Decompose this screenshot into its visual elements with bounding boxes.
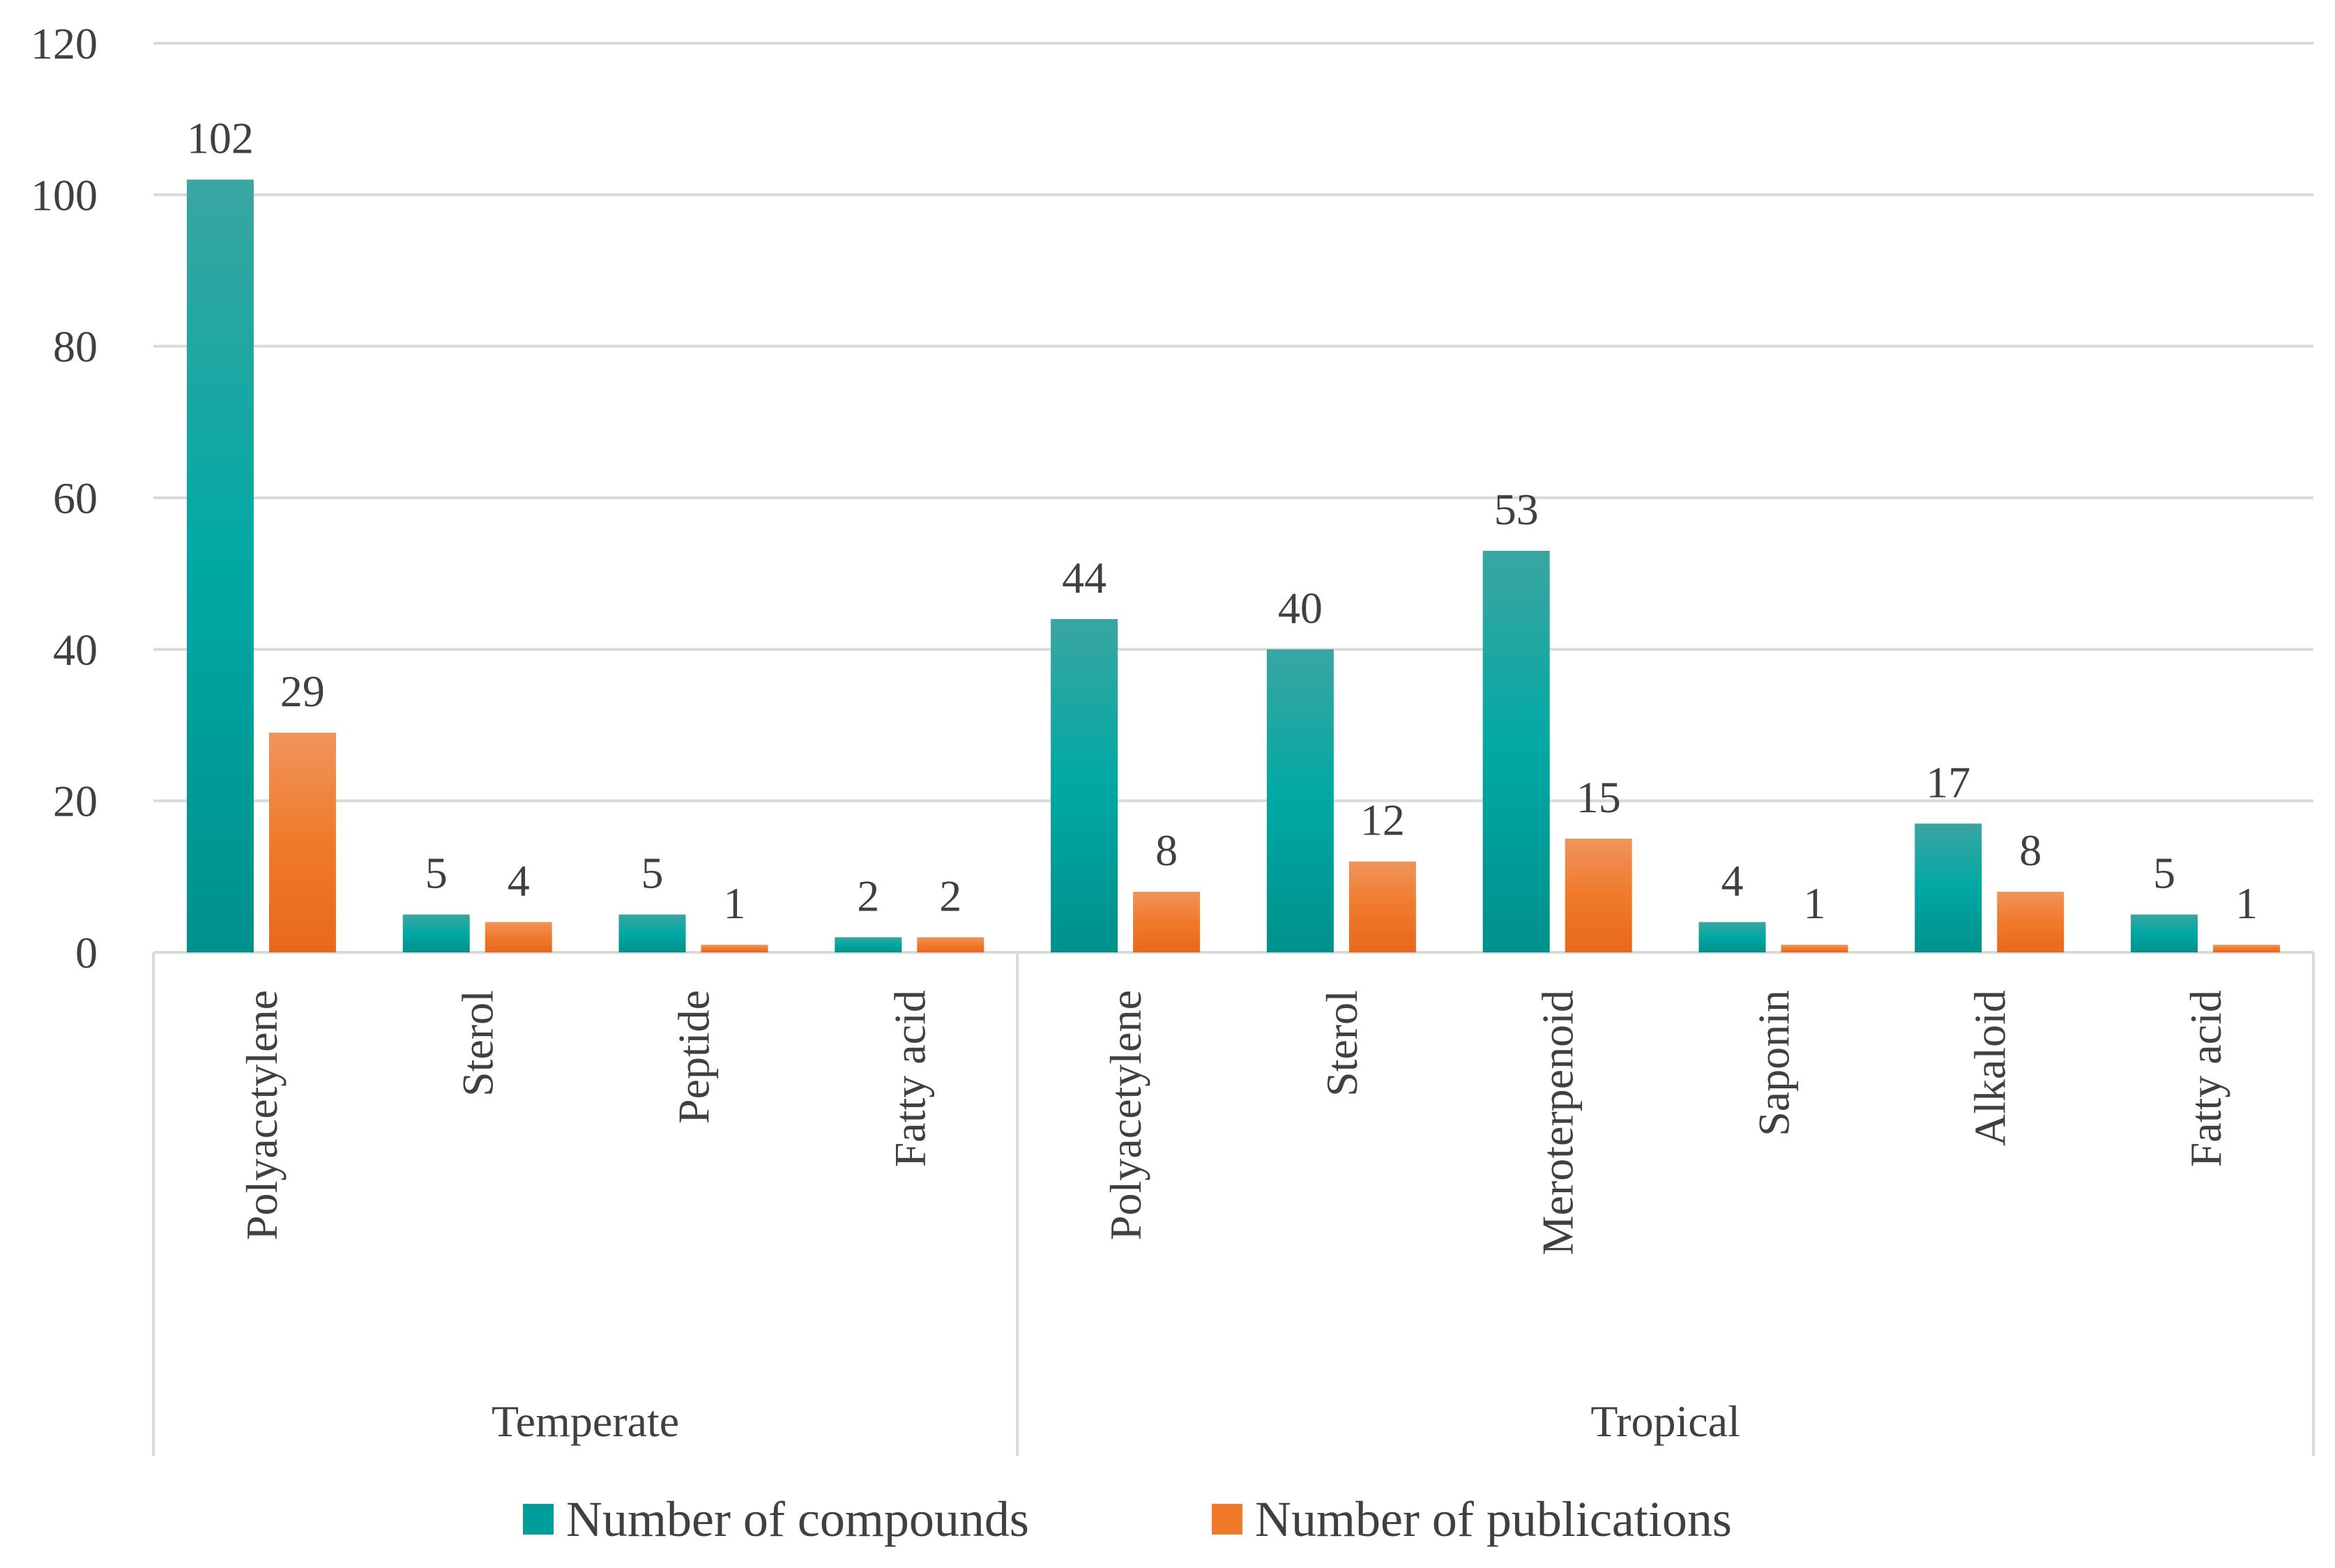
bar-compounds bbox=[618, 914, 686, 952]
bar-publications bbox=[268, 732, 336, 952]
data-label: 1 bbox=[1804, 878, 1826, 928]
bar-publications bbox=[1565, 839, 1632, 952]
bar-compounds bbox=[2131, 914, 2198, 952]
legend-swatch-compounds bbox=[523, 1504, 554, 1535]
data-label: 5 bbox=[2153, 848, 2175, 898]
y-tick-label: 80 bbox=[53, 322, 98, 372]
category-label: Fatty acid bbox=[2181, 990, 2230, 1167]
bar-compounds bbox=[402, 914, 470, 952]
category-label: Polyacetylene bbox=[1101, 990, 1150, 1240]
data-label: 4 bbox=[508, 856, 530, 906]
y-tick-label: 100 bbox=[31, 170, 98, 220]
data-label: 44 bbox=[1062, 553, 1106, 602]
data-label: 12 bbox=[1360, 796, 1405, 845]
legend-swatch-publications bbox=[1212, 1504, 1242, 1535]
bar-publications bbox=[1781, 945, 1848, 952]
data-label: 102 bbox=[187, 114, 254, 163]
bar-publications bbox=[917, 937, 984, 952]
bars bbox=[186, 179, 2281, 953]
category-label: Meroterpenoid bbox=[1533, 990, 1583, 1255]
group-label-temperate: Temperate bbox=[492, 1396, 679, 1446]
data-label: 5 bbox=[641, 848, 664, 898]
category-label: Sterol bbox=[1317, 990, 1367, 1097]
data-label: 40 bbox=[1278, 583, 1323, 632]
data-label: 1 bbox=[724, 878, 746, 928]
y-tick-label: 60 bbox=[53, 473, 98, 523]
bar-publications bbox=[2213, 945, 2281, 952]
category-label: Fatty acid bbox=[885, 990, 934, 1167]
bar-publications bbox=[485, 922, 552, 952]
bar-compounds bbox=[1915, 823, 1982, 952]
y-tick-label: 40 bbox=[53, 625, 98, 674]
data-label: 15 bbox=[1576, 772, 1621, 822]
data-label: 29 bbox=[280, 667, 325, 716]
category-label: Sterol bbox=[453, 990, 503, 1097]
y-tick-label: 20 bbox=[53, 777, 98, 826]
bar-compounds bbox=[1051, 618, 1118, 952]
data-label: 2 bbox=[857, 871, 879, 920]
bar-publications bbox=[1348, 861, 1416, 952]
category-axis: Temperate Tropical Polyacetylene Sterol Pept… bbox=[152, 952, 2315, 1456]
bar-compounds bbox=[186, 179, 254, 953]
category-label: Polyacetylene bbox=[237, 990, 287, 1240]
category-label: Peptide bbox=[669, 990, 719, 1124]
bar-compounds bbox=[1482, 551, 1550, 952]
y-tick-label: 0 bbox=[75, 928, 98, 977]
data-label: 5 bbox=[425, 848, 448, 898]
data-label: 2 bbox=[939, 871, 961, 920]
data-label: 53 bbox=[1494, 485, 1539, 534]
legend-label-compounds: Number of compounds bbox=[566, 1491, 1029, 1547]
bar-compounds bbox=[1266, 649, 1334, 952]
data-label: 8 bbox=[1155, 825, 1178, 875]
data-label: 17 bbox=[1926, 757, 1970, 807]
data-label: 4 bbox=[1721, 856, 1744, 906]
bar-publications bbox=[1133, 892, 1201, 952]
legend: Number of compounds Number of publication… bbox=[523, 1491, 1732, 1547]
data-label: 1 bbox=[2235, 878, 2258, 928]
y-tick-label: 120 bbox=[31, 19, 98, 68]
bar-publications bbox=[1997, 892, 2064, 952]
group-label-tropical: Tropical bbox=[1590, 1396, 1740, 1446]
data-label: 8 bbox=[2019, 825, 2041, 875]
bar-compounds bbox=[1698, 922, 1766, 952]
category-label: Alkaloid bbox=[1965, 990, 2014, 1146]
legend-label-publications: Number of publications bbox=[1255, 1491, 1732, 1547]
category-label: Saponin bbox=[1749, 990, 1799, 1136]
bar-compounds bbox=[835, 937, 902, 952]
bar-publications bbox=[701, 945, 768, 952]
gridlines bbox=[153, 42, 2313, 802]
